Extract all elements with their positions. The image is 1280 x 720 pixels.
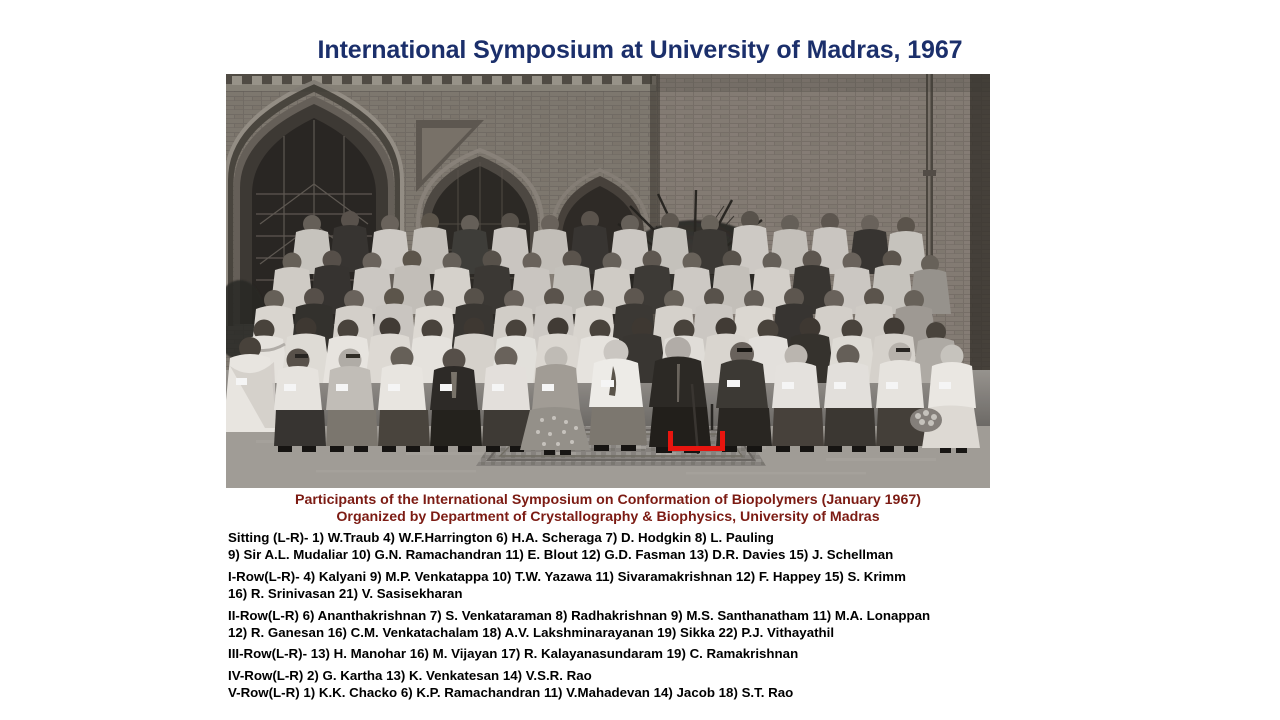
photograph-image [226, 74, 990, 488]
name-line: I-Row(L-R)- 4) Kalyani 9) M.P. Venkatapp… [228, 568, 906, 584]
caption-line-1: Participants of the International Sympos… [295, 492, 921, 508]
name-line: IV-Row(L-R) 2) G. Kartha 13) K. Venkates… [228, 667, 592, 683]
name-group-row-4-and-5: IV-Row(L-R) 2) G. Kartha 13) K. Venkates… [228, 667, 1018, 702]
page-title: International Symposium at University of… [317, 36, 963, 64]
name-line: 9) Sir A.L. Mudaliar 10) G.N. Ramachandr… [228, 547, 894, 563]
name-line: 12) R. Ganesan 16) C.M. Venkatachalam 18… [228, 625, 835, 641]
participant-name-list: Sitting (L-R)- 1) W.Traub 4) W.F.Harring… [228, 529, 1018, 702]
name-group-row-2: II-Row(L-R) 6) Ananthakrishnan 7) S. Ven… [228, 607, 1018, 642]
name-group-row-3: III-Row(L-R)- 13) H. Manohar 16) M. Vija… [228, 645, 1018, 662]
red-bracket-annotation-icon [668, 431, 725, 451]
name-group-row-1: I-Row(L-R)- 4) Kalyani 9) M.P. Venkatapp… [228, 568, 1018, 603]
caption-line-2: Organized by Department of Crystallograp… [336, 509, 880, 525]
name-line: II-Row(L-R) 6) Ananthakrishnan 7) S. Ven… [228, 607, 931, 623]
name-line: 16) R. Srinivasan 21) V. Sasisekharan [228, 586, 463, 602]
name-line: III-Row(L-R)- 13) H. Manohar 16) M. Vija… [228, 646, 799, 662]
name-line: Sitting (L-R)- 1) W.Traub 4) W.F.Harring… [228, 530, 774, 545]
group-photograph [226, 74, 990, 488]
name-group-sitting: Sitting (L-R)- 1) W.Traub 4) W.F.Harring… [228, 529, 1018, 564]
photo-caption: Participants of the International Sympos… [226, 492, 990, 526]
name-line: V-Row(L-R) 1) K.K. Chacko 6) K.P. Ramach… [228, 685, 794, 701]
